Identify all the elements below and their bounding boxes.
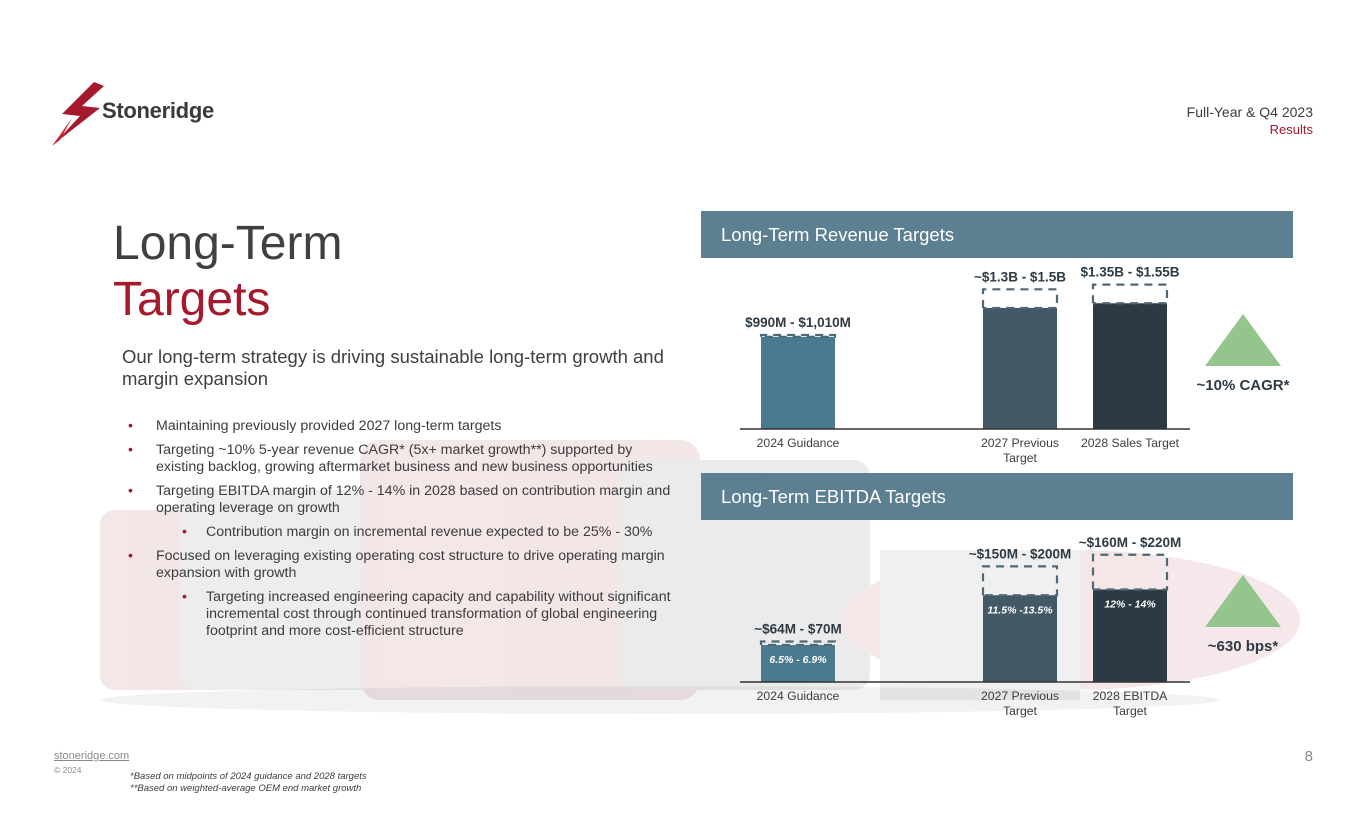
page-number: 8 [1304,748,1313,765]
ebitda-targets-chart: ~$64M - $70M 6.5% - 6.9% 2024 Guidance ~$15… [740,535,1281,718]
footnote: *Based on midpoints of 2024 guidance and… [130,771,367,782]
revenue-targets-chart: $990M - $1,010M 2024 Guidance ~$1.3B - $1.… [740,265,1290,465]
bar [761,336,835,429]
ebitda-panel-header: Long-Term EBITDA Targets [701,473,1293,520]
bar-value-label: ~$160M - $220M [1079,535,1181,550]
stoneridge-logo-mark-icon [52,82,104,146]
x-tick-label: 2027 Previous [981,689,1059,703]
bar-value-label: ~$64M - $70M [754,622,841,637]
x-tick-label: 2028 Sales Target [1081,436,1180,450]
bullet-list: Maintaining previously provided 2027 lon… [128,418,673,647]
revenue-panel-header: Long-Term Revenue Targets [701,211,1293,258]
bar-margin-label: 6.5% - 6.9% [769,654,827,666]
bullet-item: Maintaining previously provided 2027 lon… [128,418,673,435]
x-tick-label: 2028 EBITDA [1093,689,1168,703]
x-tick-label: 2024 Guidance [757,436,840,450]
x-tick-label: 2027 Previous [981,436,1059,450]
sub-bullet-item: Contribution margin on incremental reven… [128,524,673,541]
bar-value-label: ~$1.3B - $1.5B [974,269,1066,284]
bar-range-outline [981,565,1059,597]
bar-value-label: ~$150M - $200M [969,546,1071,561]
bar [1093,589,1167,682]
growth-up-arrow-icon [1205,575,1281,627]
bullet-item: Targeting ~10% 5-year revenue CAGR* (5x+… [128,442,673,476]
bar [761,644,835,682]
bar [983,595,1057,682]
bar-range-outline [759,333,837,338]
footnotes: *Based on midpoints of 2024 guidance and… [130,771,367,795]
bar-margin-label: 11.5% -13.5% [987,604,1053,616]
bar-range-outline [1091,553,1169,591]
x-tick-label: Target [1003,704,1037,718]
report-header: Full-Year & Q4 2023 Results [1187,104,1313,138]
copyright: © 2024 [54,765,82,775]
bar-range-outline [1091,283,1169,305]
footnote: **Based on weighted-average OEM end mark… [130,783,362,794]
growth-label: ~10% CAGR* [1197,377,1290,394]
bullet-item: Targeting EBITDA margin of 12% - 14% in … [128,483,673,517]
bar-margin-label: 12% - 14% [1104,598,1156,610]
website-link[interactable]: stoneridge.com [54,750,130,762]
bar-value-label: $990M - $1,010M [745,315,851,330]
bar [1093,303,1167,429]
growth-up-arrow-icon [1205,314,1281,366]
x-tick-label: 2024 Guidance [757,689,840,703]
page-title-line2: Targets [113,273,271,326]
page-subtitle: Our long-term strategy is driving sustai… [122,346,664,389]
bar-range-outline [759,640,837,647]
report-subtitle: Results [1269,122,1313,137]
bar [983,307,1057,429]
x-tick-label: Target [1003,451,1037,465]
logo-wordmark: Stoneridge [102,98,214,123]
report-title: Full-Year & Q4 2023 [1186,104,1313,120]
bar-value-label: $1.35B - $1.55B [1080,265,1179,280]
x-tick-label: Target [1113,704,1147,718]
sub-bullet-item: Targeting increased engineering capacity… [128,589,673,640]
growth-label: ~630 bps* [1208,638,1279,655]
bar-range-outline [981,288,1059,310]
page-title: Long-Term Targets [113,216,342,328]
bullet-item: Focused on leveraging existing operating… [128,548,673,582]
stoneridge-logo[interactable]: Stoneridge [50,78,220,150]
page-title-line1: Long-Term [113,217,343,270]
